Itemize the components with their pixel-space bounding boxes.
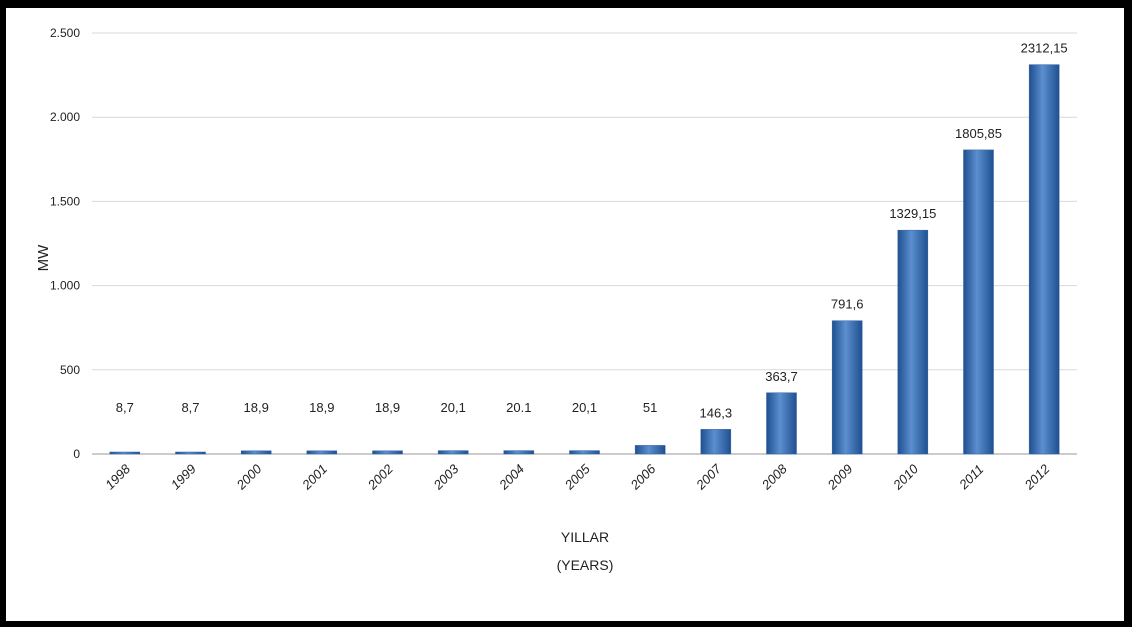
y-axis-title: MW [35, 244, 52, 271]
y-tick-label: 2.000 [50, 110, 80, 124]
x-tick-label: 2005 [561, 461, 593, 493]
x-tick-label: 2003 [430, 461, 462, 493]
data-labels: 8,7 8,7 18,9 18,9 18,9 20,1 20.1 20,1 51 146,3 363… [116, 41, 1068, 421]
data-label: 51 [643, 400, 657, 415]
y-tick-label: 0 [73, 447, 80, 461]
y-tick-labels: 0 500 1.000 1.500 2.000 2.500 [50, 26, 80, 461]
bar [503, 450, 535, 455]
x-tick-label: 2010 [889, 461, 921, 493]
y-tick-label: 1.500 [50, 194, 80, 208]
bar [109, 451, 141, 455]
bar [1028, 64, 1060, 455]
x-tick-label: 2000 [233, 461, 265, 493]
data-label: 363,7 [765, 369, 798, 384]
y-tick-label: 500 [60, 363, 80, 377]
x-tick-label: 2004 [495, 461, 527, 493]
data-label: 18,9 [375, 400, 400, 415]
data-label: 20,1 [441, 400, 466, 415]
x-axis-title-line1: YILLAR [561, 529, 609, 545]
data-label: 1329,15 [889, 206, 936, 221]
data-label: 20.1 [506, 400, 531, 415]
bars [109, 64, 1060, 455]
bar [240, 450, 272, 455]
data-label: 2312,15 [1021, 41, 1068, 56]
data-label: 8,7 [181, 400, 199, 415]
x-tick-label: 2009 [824, 461, 856, 493]
data-label: 146,3 [700, 405, 733, 420]
bar [306, 450, 338, 455]
x-tick-label: 2012 [1021, 461, 1053, 493]
bar [175, 451, 206, 455]
x-axis-title-line2: (YEARS) [557, 557, 614, 573]
data-label: 8,7 [116, 400, 134, 415]
x-tick-label: 2001 [298, 461, 330, 493]
x-tick-label: 1998 [102, 461, 134, 493]
x-tick-label: 2011 [955, 462, 986, 493]
gridlines [92, 32, 1077, 455]
data-label: 1805,85 [955, 126, 1002, 141]
x-tick-label: 1999 [168, 461, 199, 492]
x-tick-labels: 1998 1999 2000 2001 2002 2003 2004 2005 2006 2007… [102, 461, 1053, 493]
bar [634, 445, 666, 455]
bar [700, 429, 732, 455]
x-tick-label: 2006 [627, 461, 659, 493]
y-tick-label: 2.500 [50, 26, 80, 40]
bar [372, 450, 403, 455]
data-label: 18,9 [309, 400, 334, 415]
bar [897, 229, 929, 455]
y-tick-label: 1.000 [50, 279, 80, 293]
bar [569, 450, 600, 455]
x-tick-label: 2008 [758, 461, 790, 493]
x-tick-label: 2002 [364, 461, 396, 493]
x-tick-label: 2007 [692, 461, 724, 493]
data-label: 18,9 [244, 400, 269, 415]
bar [437, 450, 469, 455]
bar [766, 392, 797, 455]
bar [831, 320, 863, 455]
data-label: 20,1 [572, 400, 597, 415]
data-label: 791,6 [831, 297, 864, 312]
bar [963, 149, 994, 455]
